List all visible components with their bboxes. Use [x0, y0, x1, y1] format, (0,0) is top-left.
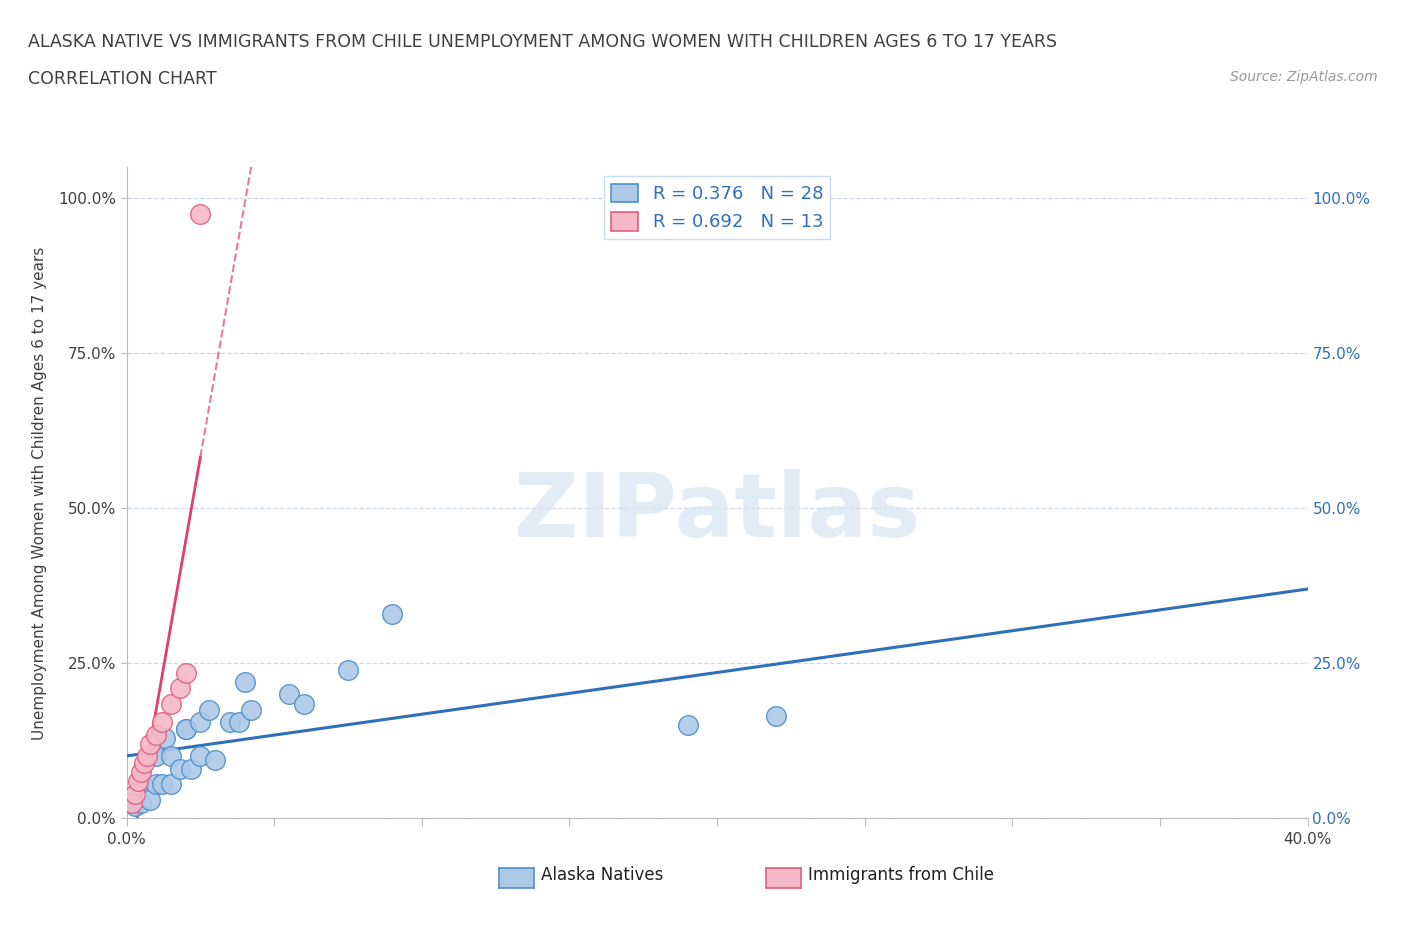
- Point: [204, 752, 226, 767]
- Y-axis label: Unemployment Among Women with Children Ages 6 to 17 years: Unemployment Among Women with Children A…: [32, 246, 46, 739]
- Point: [239, 702, 262, 717]
- Point: [121, 795, 143, 810]
- Text: Source: ZipAtlas.com: Source: ZipAtlas.com: [1230, 70, 1378, 84]
- Point: [278, 687, 301, 702]
- Text: CORRELATION CHART: CORRELATION CHART: [28, 70, 217, 87]
- Point: [169, 762, 191, 777]
- Point: [159, 697, 183, 711]
- Point: [129, 764, 153, 779]
- Point: [159, 749, 183, 764]
- Point: [381, 606, 404, 621]
- Point: [145, 777, 167, 791]
- Point: [134, 755, 156, 770]
- Legend: R = 0.376   N = 28, R = 0.692   N = 13: R = 0.376 N = 28, R = 0.692 N = 13: [603, 177, 831, 239]
- Point: [145, 727, 167, 742]
- Point: [139, 792, 162, 807]
- Point: [145, 749, 167, 764]
- Point: [292, 697, 315, 711]
- Point: [174, 721, 197, 736]
- Point: [150, 777, 173, 791]
- Point: [676, 718, 699, 733]
- Point: [188, 206, 211, 221]
- Point: [159, 777, 183, 791]
- Point: [174, 721, 197, 736]
- Text: Immigrants from Chile: Immigrants from Chile: [808, 866, 994, 884]
- Point: [765, 709, 787, 724]
- Point: [124, 786, 146, 801]
- Point: [129, 774, 153, 789]
- Text: Alaska Natives: Alaska Natives: [541, 866, 664, 884]
- Point: [180, 762, 202, 777]
- Point: [198, 702, 221, 717]
- Point: [188, 715, 211, 730]
- Point: [150, 715, 173, 730]
- Text: ALASKA NATIVE VS IMMIGRANTS FROM CHILE UNEMPLOYMENT AMONG WOMEN WITH CHILDREN AG: ALASKA NATIVE VS IMMIGRANTS FROM CHILE U…: [28, 33, 1057, 50]
- Point: [233, 674, 256, 689]
- Point: [337, 662, 360, 677]
- Point: [139, 737, 162, 751]
- Point: [153, 730, 176, 745]
- Point: [169, 681, 191, 696]
- Point: [174, 665, 197, 680]
- Text: ZIPatlas: ZIPatlas: [515, 469, 920, 556]
- Point: [188, 749, 211, 764]
- Point: [124, 799, 146, 814]
- Point: [136, 749, 159, 764]
- Point: [127, 774, 149, 789]
- Point: [228, 715, 250, 730]
- Point: [219, 715, 242, 730]
- Point: [129, 795, 153, 810]
